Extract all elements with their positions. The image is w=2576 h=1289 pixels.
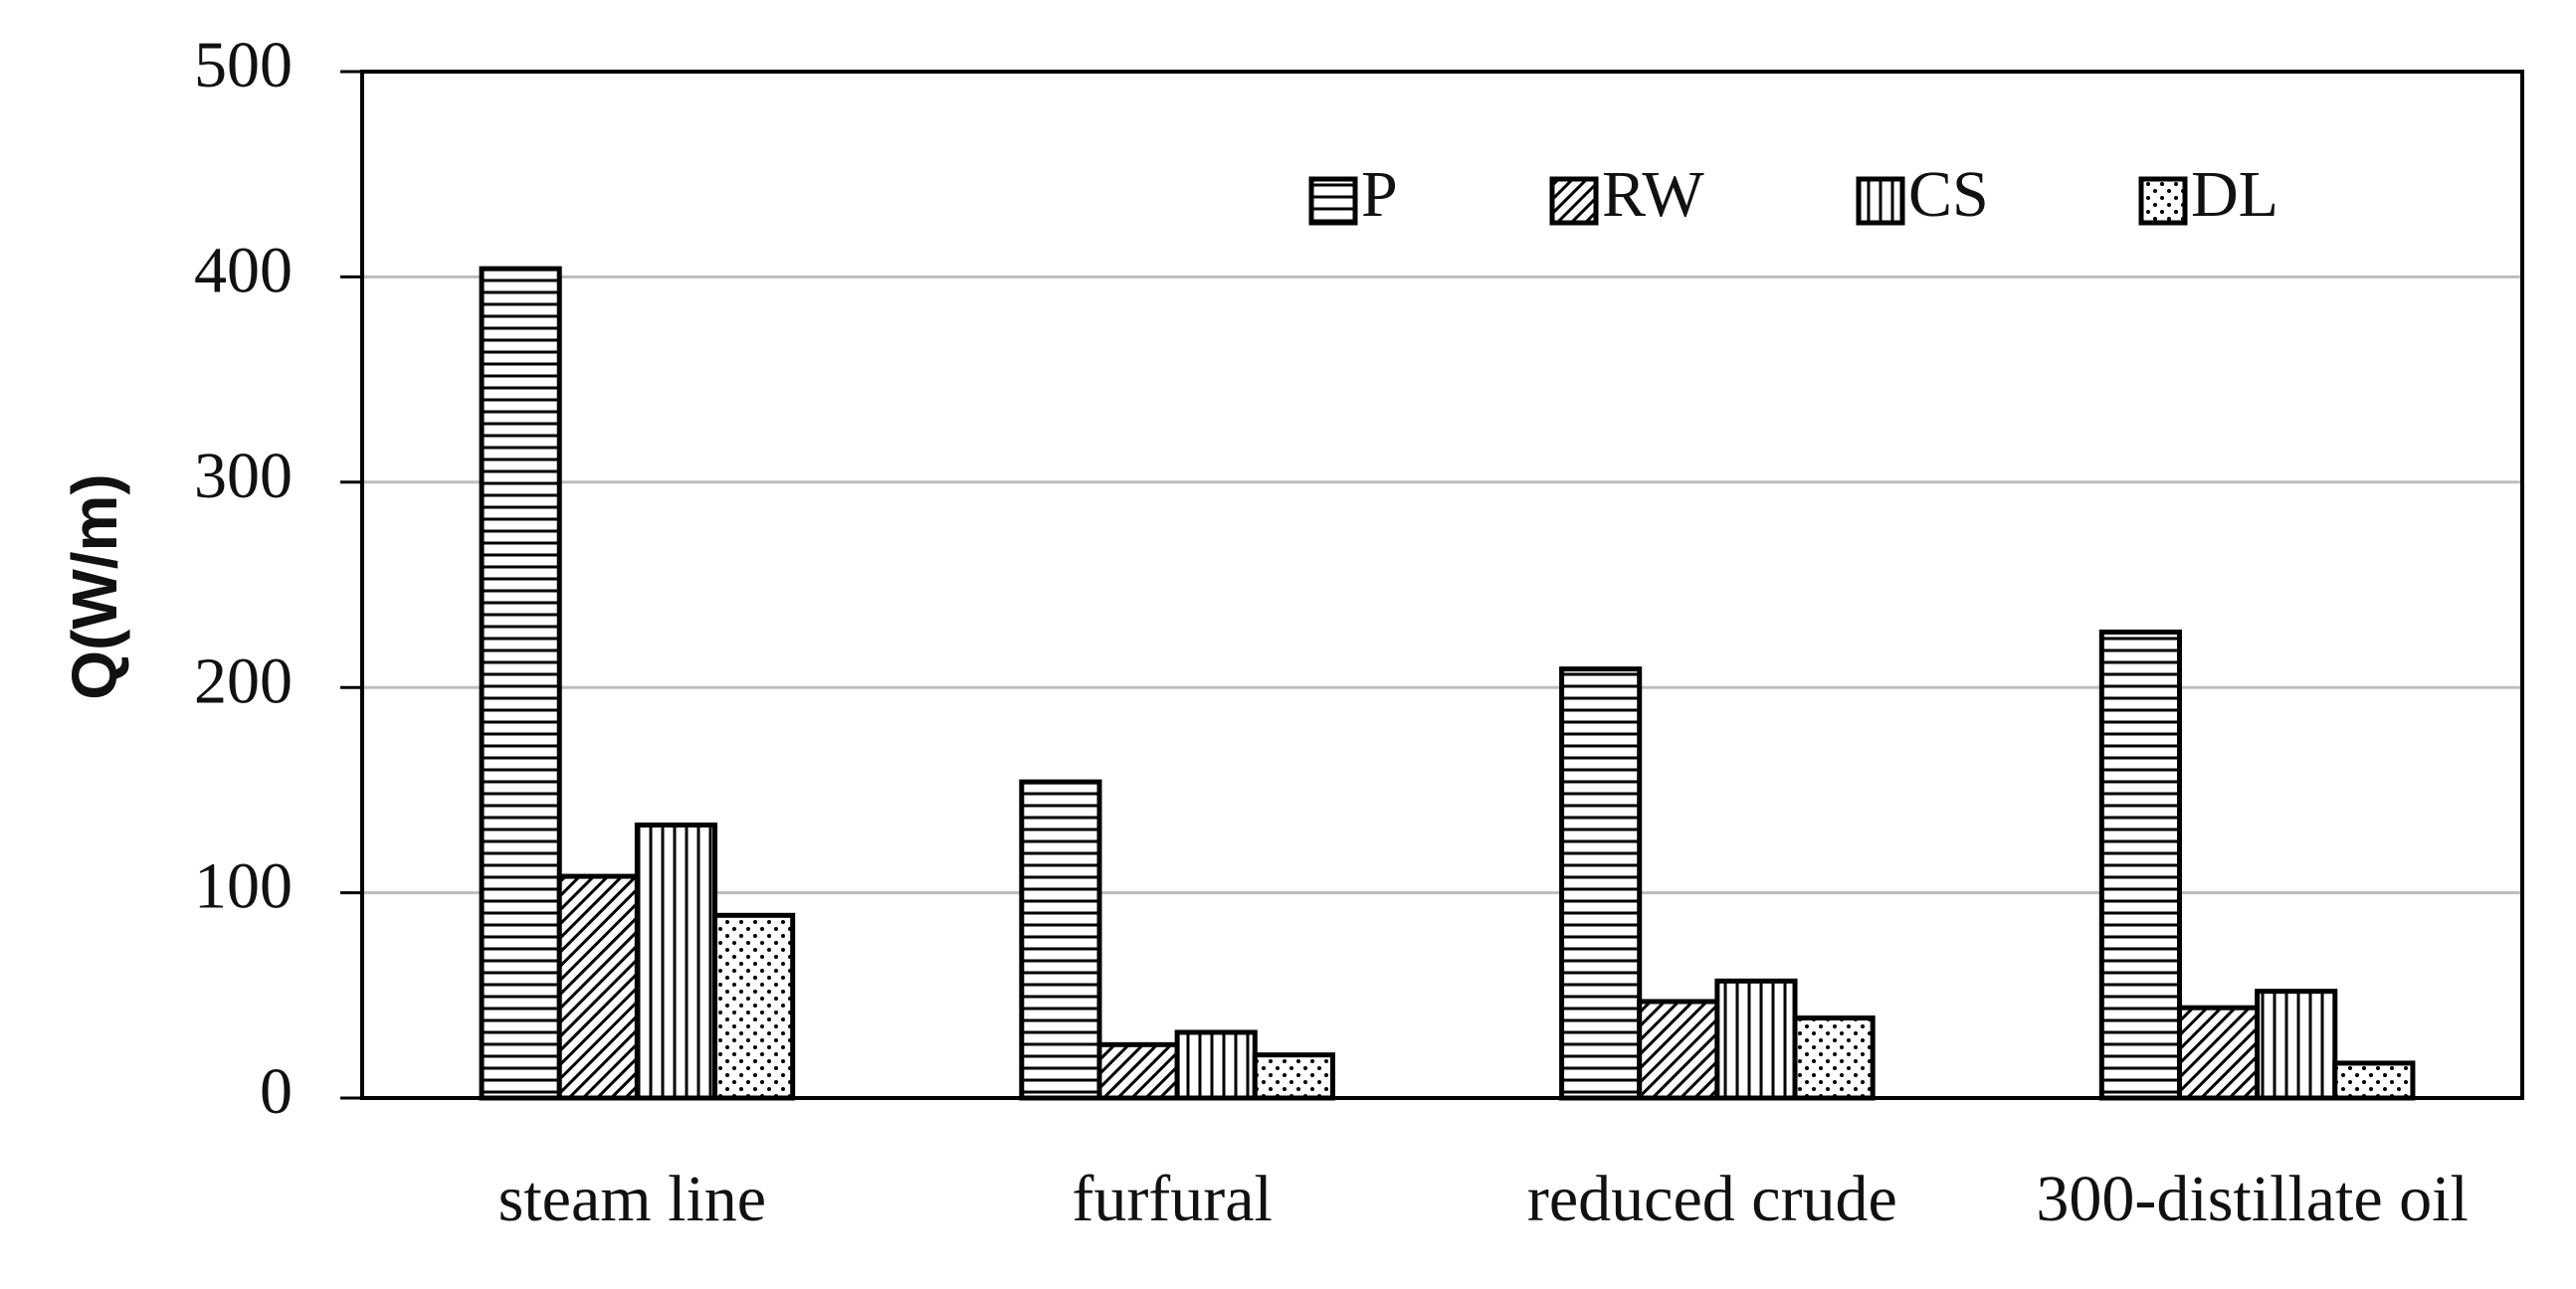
x-tick-label: furfural xyxy=(1072,1163,1273,1235)
bar xyxy=(2098,629,2182,1101)
legend-swatch xyxy=(1308,176,1358,226)
bar xyxy=(1714,978,1798,1101)
bar xyxy=(1252,1052,1335,1101)
bar xyxy=(2255,989,2338,1101)
y-tick-label: 200 xyxy=(194,644,293,717)
y-tick-label: 0 xyxy=(260,1055,293,1128)
bar xyxy=(2332,1060,2416,1101)
bar xyxy=(1174,1029,1258,1101)
legend-label: CS xyxy=(1908,158,1989,231)
x-tick-label: reduced crude xyxy=(1527,1163,1897,1235)
bar xyxy=(556,873,640,1101)
bar xyxy=(1637,999,1720,1101)
bar xyxy=(712,912,796,1101)
legend-swatch xyxy=(1856,176,1905,226)
y-tick-label: 400 xyxy=(194,235,293,307)
bar xyxy=(1096,1041,1180,1101)
bar xyxy=(1019,779,1102,1101)
y-axis-label: Q(W/m) xyxy=(59,473,130,700)
y-tick-label: 100 xyxy=(194,850,293,923)
legend-label: P xyxy=(1361,158,1398,231)
plot-frame xyxy=(360,70,2524,1100)
y-tick-label: 300 xyxy=(194,440,293,512)
legend-swatch xyxy=(1549,176,1599,226)
bar xyxy=(479,266,562,1101)
legend-label: DL xyxy=(2191,158,2279,231)
bar xyxy=(634,822,718,1101)
x-tick-label: 300-distillate oil xyxy=(2036,1163,2468,1235)
legend-label: RW xyxy=(1602,158,1704,231)
x-tick-label: steam line xyxy=(498,1163,766,1235)
y-tick-label: 500 xyxy=(194,29,293,101)
bar xyxy=(1792,1015,1876,1101)
bar xyxy=(1559,666,1643,1101)
bar xyxy=(2176,1005,2261,1101)
legend-swatch xyxy=(2138,176,2188,226)
